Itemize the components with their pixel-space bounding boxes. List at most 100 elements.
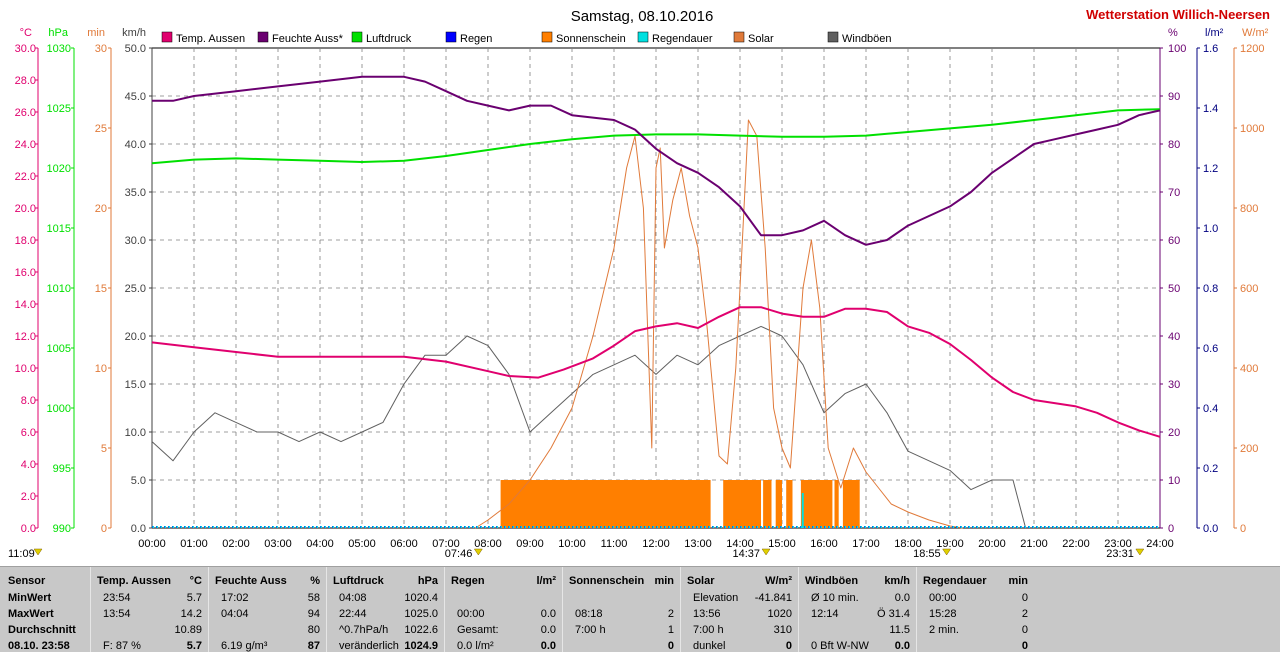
time-marker-label: 23:31 [1106,548,1134,560]
left-tick-label: 1015 [47,223,71,235]
time-marker-label: 11:09 [8,548,35,560]
col-solar-value: 0 [785,640,792,652]
time-markers: 11:09 07:46 14:37 18:55 23:31 [8,548,1145,560]
col-pressure-label: 04:08 [339,592,367,604]
col-sensor: Sensor MinWert MaxWert Durchschnitt 08.1… [0,567,90,652]
col-pressure-label: ^0.7hPa/h [339,624,389,636]
col-solar-label: 13:56 [693,608,721,620]
left-tick-label: 10.0 [125,427,146,439]
x-tick-label: 20:00 [978,538,1006,550]
col-temp-value: 10.89 [174,624,202,636]
series-line-solar [475,119,963,529]
legend-swatch [541,31,553,43]
chart-series [151,75,1161,529]
left-tick-label: 10 [95,363,107,375]
left-axis-unit: km/h [122,27,146,39]
col-solar-value: 310 [773,624,792,636]
left-axis-unit: hPa [48,27,68,39]
x-tick-label: 22:00 [1062,538,1090,550]
legend-label: Sonnenschein [556,33,626,45]
col-pressure-value: 1025.0 [404,608,438,620]
col-raintime-value: 2 [1021,608,1028,620]
left-tick-label: 16.0 [15,267,36,279]
legend-label: Solar [748,33,774,45]
col-temp-unit: °C [189,575,202,587]
right-tick-label: 50 [1168,283,1180,295]
col-pressure-label: veränderlich [339,640,399,652]
x-tick-label: 14:00 [726,538,754,550]
x-tick-label: 07:00 [432,538,460,550]
col-sunshine: Sonnenschein min 08:18 2 7:00 h 1 0 [562,567,680,652]
legend-swatch [351,31,363,43]
col-humidity-label: 04:04 [221,608,249,620]
col-raintime-value: 0 [1021,640,1028,652]
x-tick-label: 23:00 [1104,538,1132,550]
row-label-min: MinWert [8,592,52,604]
left-tick-label: 990 [53,523,71,535]
row-label-max: MaxWert [8,608,54,620]
col-temp-value: 5.7 [186,640,202,652]
col-temp-label: 13:54 [103,608,131,620]
x-tick-label: 01:00 [180,538,208,550]
x-tick-label: 09:00 [516,538,544,550]
legend-swatch [257,31,269,43]
col-raintime-header: Regendauer [923,575,987,587]
col-solar-value: 1020 [767,608,792,620]
x-tick-label: 13:00 [684,538,712,550]
right-tick-label: 1.2 [1203,163,1218,175]
right-tick-label: 70 [1168,187,1180,199]
col-pressure-value: 1020.4 [404,592,438,604]
left-tick-label: 20.0 [15,203,36,215]
legend-swatch [733,31,745,43]
col-pressure-header: Luftdruck [333,575,384,587]
left-tick-label: 28.0 [15,75,36,87]
x-tick-label: 24:00 [1146,538,1174,550]
time-marker-label: 07:46 [445,548,473,560]
col-temp: Temp. Aussen °C 23:54 5.7 13:54 14.2 10.89 F: 8… [90,567,208,652]
time-marker-icon [761,548,771,556]
right-tick-label: 10 [1168,475,1180,487]
right-tick-label: 1200 [1240,43,1264,55]
x-tick-label: 12:00 [642,538,670,550]
left-tick-label: 45.0 [125,91,146,103]
weather-chart: Samstag, 08.10.2016 Wetterstation Willic… [8,7,1271,560]
legend-label: Windböen [842,33,892,45]
x-tick-label: 02:00 [222,538,250,550]
col-temp-label: 23:54 [103,592,131,604]
legend-swatch [445,31,457,43]
time-marker-icon [1135,548,1145,556]
left-tick-label: 20 [95,203,107,215]
x-tick-label: 11:00 [601,538,628,550]
left-tick-label: 1020 [47,163,71,175]
right-tick-label: 600 [1240,283,1258,295]
left-tick-label: 5 [101,443,107,455]
col-humidity: Feuchte Auss% 17:02 58 04:04 94 80 6.19 g/m³ 87 [208,567,326,652]
col-sunshine-label: 7:00 h [575,624,606,636]
x-tick-label: 05:00 [348,538,376,550]
left-axis-unit: min [87,27,105,39]
series-line-windb-en [151,325,1027,529]
col-sunshine-value: 1 [667,624,674,636]
chart-title: Samstag, 08.10.2016 [571,8,714,25]
col-humidity-header: Feuchte Auss [215,575,287,587]
col-wind-value: 11.5 [889,624,910,636]
left-tick-label: 14.0 [15,299,36,311]
col-raintime-value: 0 [1021,592,1028,604]
col-solar-unit: W/m² [765,575,792,587]
series-line-feuchte-auss [152,75,1161,246]
col-raintime-label: 2 min. [929,624,959,636]
right-tick-label: 0.6 [1203,343,1218,355]
legend-swatch [637,31,649,43]
col-humidity-unit: % [310,575,320,587]
left-tick-label: 1030 [47,43,71,55]
col-rain-value: 0.0 [540,608,556,620]
left-axis-unit: °C [20,27,32,39]
x-tick-label: 06:00 [390,538,418,550]
series-line-luftdruck [151,108,1161,165]
col-sunshine-label: 08:18 [575,608,603,620]
right-axis-unit: l/m² [1205,27,1224,39]
col-raintime-label: 15:28 [929,608,957,620]
col-solar-label: Elevation [693,592,739,604]
left-tick-label: 2.0 [21,491,36,503]
col-wind-value: 0.0 [894,592,910,604]
